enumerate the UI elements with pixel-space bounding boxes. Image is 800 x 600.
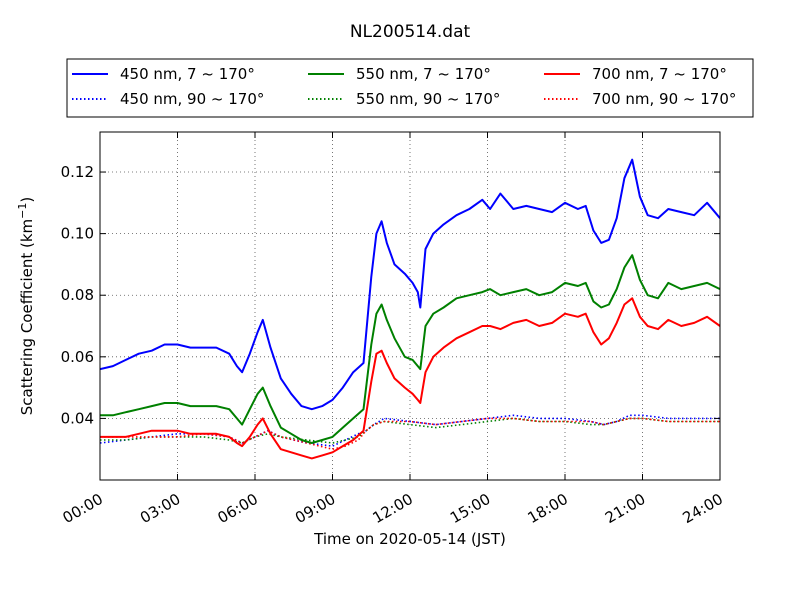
y-tick-label: 0.10 [61, 225, 94, 243]
x-tick-label: 21:00 [602, 490, 648, 527]
y-axis-label-end: ) [18, 197, 36, 203]
series-line [100, 414, 720, 447]
legend-label: 550 nm, 90 ~ 170° [356, 90, 500, 108]
legend-label: 700 nm, 7 ~ 170° [592, 65, 727, 83]
y-tick-label: 0.12 [61, 163, 94, 181]
legend-frame [66, 58, 754, 118]
y-axis-label-unit-exponent: −1 [16, 203, 29, 219]
legend-label: 700 nm, 90 ~ 170° [592, 90, 736, 108]
x-tick-label: 00:00 [60, 490, 106, 527]
x-tick-label: 06:00 [215, 490, 261, 527]
x-tick-label: 03:00 [137, 490, 183, 527]
y-tick-label: 0.08 [61, 286, 94, 304]
chart-title: NL200514.dat [350, 22, 471, 42]
axis-ticks: 00:00 03:00 06:00 09:00 12:00 15:00 18:00 21:00… [60, 132, 726, 527]
series-line [100, 297, 720, 460]
series-layer [100, 158, 720, 460]
legend-label: 450 nm, 90 ~ 170° [120, 90, 264, 108]
y-axis-label-main: Scattering Coefficient (km [18, 219, 36, 415]
legend-label: 450 nm, 7 ~ 170° [120, 65, 255, 83]
x-tick-label: 15:00 [447, 490, 493, 527]
legend: 450 nm, 7 ~ 170° 550 nm, 7 ~ 170° 700 nm, … [66, 58, 754, 118]
y-tick-label: 0.06 [61, 348, 94, 366]
x-tick-label: 12:00 [370, 490, 416, 527]
series-line [100, 254, 720, 444]
y-axis-label: Scattering Coefficient (km−1) [16, 197, 36, 416]
x-tick-label: 09:00 [292, 490, 338, 527]
legend-label: 550 nm, 7 ~ 170° [356, 65, 491, 83]
x-tick-label: 24:00 [680, 490, 726, 527]
grid [99, 132, 721, 480]
series-line [100, 158, 720, 411]
x-axis-label: Time on 2020-05-14 (JST) [313, 530, 506, 548]
x-tick-label: 18:00 [525, 490, 571, 527]
series-line [100, 417, 720, 444]
y-tick-label: 0.04 [61, 409, 94, 427]
